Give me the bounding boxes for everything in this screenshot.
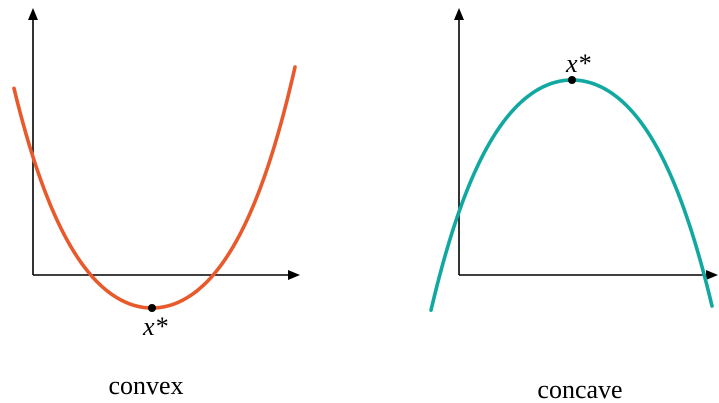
convex-optimum-label: x* bbox=[142, 312, 168, 341]
convex-panel: x* convex bbox=[12, 8, 300, 400]
convex-x-axis-arrowhead bbox=[288, 270, 300, 280]
concave-optimum-label: x* bbox=[565, 49, 591, 78]
concave-y-axis-arrowhead bbox=[454, 8, 464, 20]
concave-optimum-point bbox=[568, 76, 576, 84]
convex-optimum-point bbox=[148, 304, 156, 312]
concave-panel: x* concave bbox=[429, 8, 718, 403]
concave-caption: concave bbox=[537, 375, 622, 403]
convex-y-axis-arrowhead bbox=[28, 8, 38, 20]
concave-x-axis-arrowhead bbox=[706, 270, 718, 280]
convex-curve bbox=[12, 65, 297, 310]
convex-caption: convex bbox=[108, 371, 183, 400]
